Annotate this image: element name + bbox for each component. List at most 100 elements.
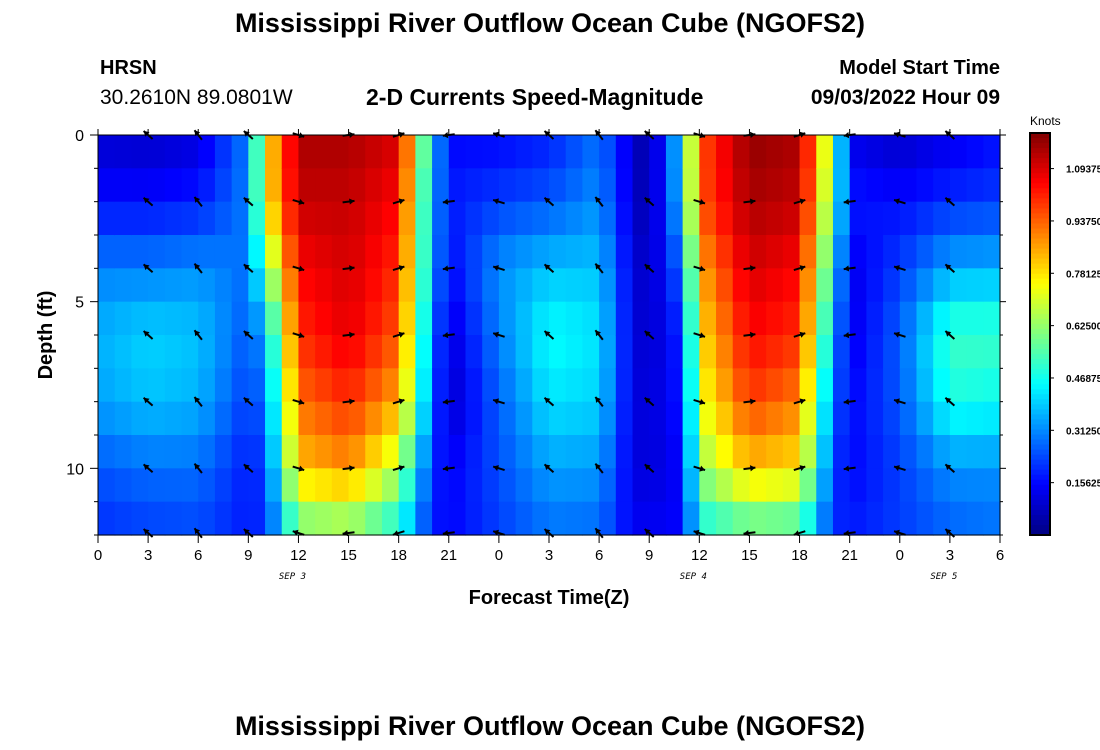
heatmap-cell (749, 435, 767, 469)
heatmap-cell (432, 468, 450, 503)
heatmap-cell (164, 201, 183, 236)
heatmap-cell (782, 268, 801, 303)
heatmap-cell (515, 168, 533, 203)
heatmap-cell (131, 435, 149, 469)
heatmap-cell (248, 135, 266, 169)
heatmap-cell (331, 268, 350, 303)
heatmap-cell (265, 468, 283, 503)
colorbar-segment (1030, 369, 1050, 375)
heatmap-cell (448, 501, 467, 536)
heatmap-cell (632, 268, 650, 303)
heatmap-cell (716, 268, 734, 303)
heatmap-cell (281, 401, 300, 436)
heatmap-cell (281, 235, 300, 269)
heatmap-cell (114, 201, 132, 236)
heatmap-cell (281, 301, 300, 336)
heatmap-cell (482, 235, 500, 269)
current-arrow (693, 398, 706, 405)
heatmap-cell (181, 235, 199, 269)
colorbar-segment (1030, 524, 1050, 531)
heatmap-cell (849, 401, 867, 436)
heatmap-cell (148, 401, 166, 436)
heatmap-cell (665, 435, 684, 469)
arrow-head (693, 529, 700, 536)
current-arrow (893, 529, 906, 536)
heatmap-cell (532, 501, 550, 536)
heatmap-cell (348, 301, 366, 336)
x-tick-label: 18 (791, 547, 808, 564)
x-tick-label: 21 (841, 547, 858, 564)
heatmap-cell (883, 301, 901, 336)
colorbar-segment (1030, 439, 1050, 446)
heatmap-cell (348, 468, 366, 503)
heatmap-cell (298, 501, 316, 536)
arrow-head (143, 197, 150, 204)
heatmap-cell (549, 268, 567, 303)
arrow-head (699, 332, 706, 339)
heatmap-cell (181, 301, 199, 336)
heatmap-cell (448, 201, 467, 236)
heatmap-cell (966, 301, 984, 336)
heatmap-cell (632, 335, 650, 369)
arrow-head (945, 197, 952, 204)
colorbar-tick-label: 0.31250 (1066, 426, 1100, 437)
heatmap-cell (281, 335, 300, 369)
heatmap-cell (615, 301, 634, 336)
heatmap-cell (799, 268, 817, 303)
arrow-head (894, 198, 900, 205)
current-arrow (193, 463, 203, 474)
current-arrow (793, 331, 806, 338)
heatmap-cell (498, 268, 517, 303)
heatmap-cell (265, 301, 283, 336)
heatmap-cell (465, 268, 483, 303)
x-tick-label: 9 (645, 547, 653, 564)
arrow-head (595, 196, 602, 203)
current-arrow (492, 465, 505, 472)
current-arrow (594, 263, 604, 274)
current-arrow (743, 198, 756, 205)
heatmap-cell (799, 135, 817, 169)
current-arrow (392, 398, 405, 405)
current-arrow (893, 465, 906, 472)
heatmap-cell (515, 368, 533, 403)
current-arrow (893, 265, 906, 272)
heatmap-cell (632, 135, 650, 169)
heatmap-cell (549, 235, 567, 269)
colorbar-segment (1030, 243, 1050, 250)
arrow-head (595, 528, 602, 535)
heatmap-cell (549, 435, 567, 469)
current-arrow (644, 263, 655, 274)
heatmap-cell (949, 301, 968, 336)
heatmap-cell (298, 168, 316, 203)
colorbar-segment (1030, 273, 1050, 280)
arrow-head (843, 465, 850, 472)
heatmap-cell (98, 401, 116, 436)
heatmap-cell (381, 435, 400, 469)
arrow-head (749, 331, 756, 339)
heatmap-cell (248, 335, 266, 369)
colorbar-segment (1030, 444, 1050, 451)
heatmap-cell (298, 235, 316, 269)
heatmap-cell (933, 301, 951, 336)
heatmap-cell (949, 268, 968, 303)
heatmap-cell (832, 401, 851, 436)
current-arrow (843, 331, 856, 339)
heatmap-cell (398, 201, 416, 236)
colorbar-segment (1030, 414, 1050, 421)
heatmap-cell (198, 168, 216, 203)
colorbar-segment (1030, 379, 1050, 385)
colorbar-tick-label: 0.46875 (1066, 374, 1100, 385)
heatmap-cell (231, 135, 249, 169)
heatmap-cell (816, 168, 834, 203)
heatmap-cell (532, 335, 550, 369)
current-arrow (644, 330, 655, 340)
heatmap-cell (415, 201, 433, 236)
heatmap-cell (415, 501, 433, 536)
current-arrow (944, 263, 956, 274)
heatmap-cell (716, 168, 734, 203)
heatmap-cell (849, 468, 867, 503)
current-arrow (492, 529, 505, 536)
heatmap-cell (348, 201, 366, 236)
heatmap-cell (766, 401, 784, 436)
arrow-head (298, 265, 305, 272)
